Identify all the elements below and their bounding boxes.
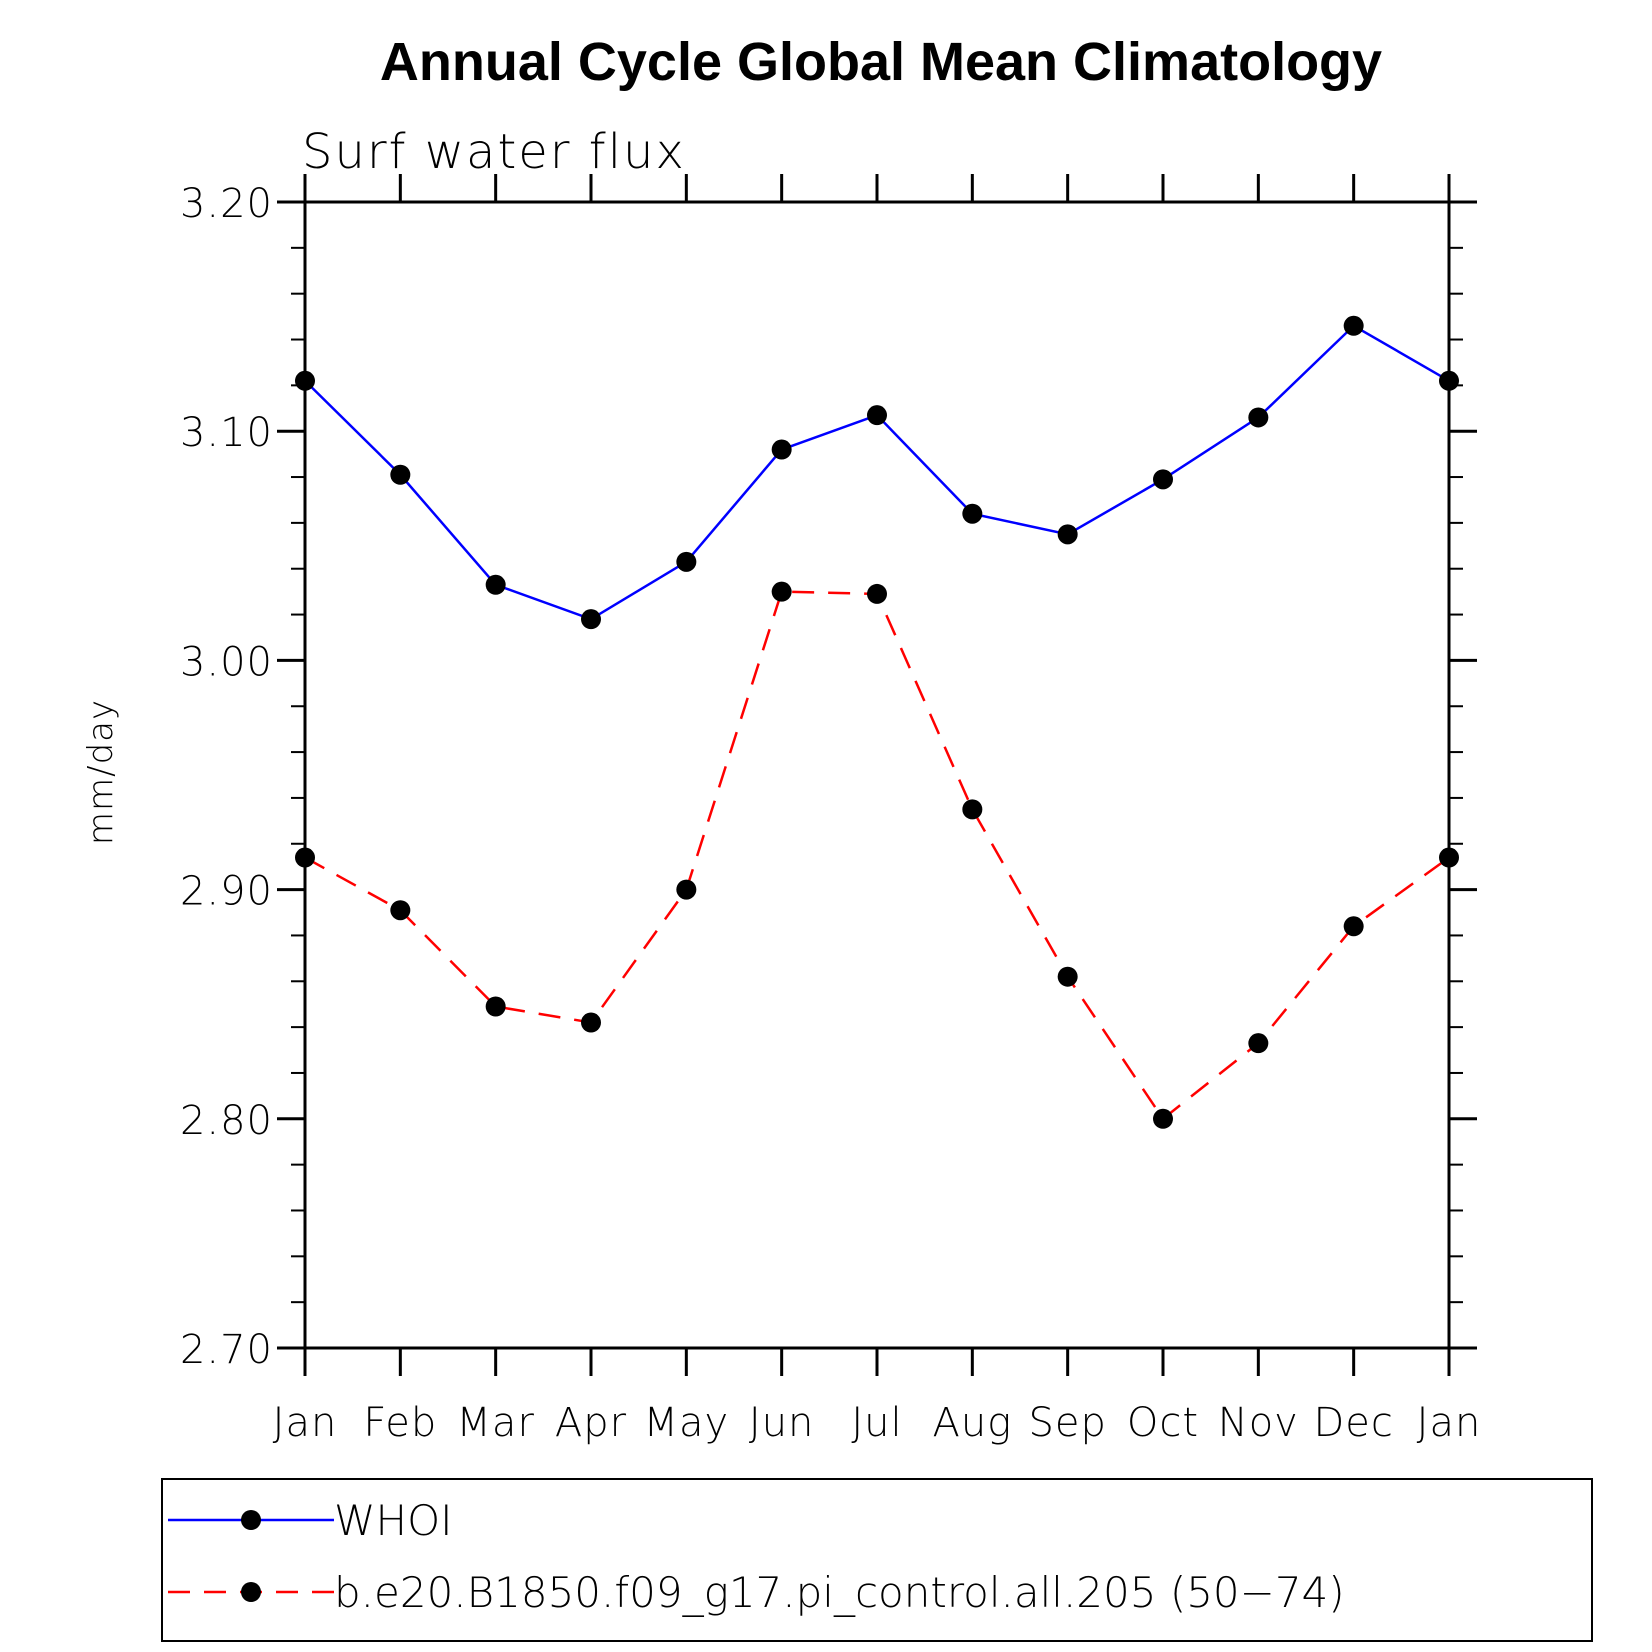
legend-label-1: WHOI: [334, 1496, 453, 1545]
series-line-1: [304, 324, 1450, 621]
data-point-series-2: [1057, 966, 1078, 987]
data-point-series-2: [771, 581, 792, 602]
data-point-series-1: [1153, 469, 1173, 490]
y-tick-label: 2.80: [180, 1098, 273, 1144]
data-point-series-1: [581, 609, 601, 630]
x-tick-label: May: [643, 1400, 729, 1446]
y-tick-label: 2.90: [180, 869, 273, 915]
data-point-series-2: [962, 799, 983, 820]
data-point-series-2: [1153, 1108, 1173, 1129]
data-point-series-2: [485, 996, 506, 1017]
x-tick-label: Mar: [456, 1400, 534, 1446]
data-point-series-1: [962, 503, 983, 524]
legend-label-2: b.e20.B1850.f09_g17.pi_control.all.205 (…: [334, 1568, 1345, 1617]
y-axis-label: mm/day: [81, 699, 121, 845]
data-point-series-1: [1343, 315, 1364, 336]
data-point-series-2: [1248, 1033, 1269, 1054]
data-point-series-1: [390, 464, 411, 485]
data-point-series-2: [1343, 916, 1364, 937]
data-point-series-1: [771, 439, 792, 460]
x-tick-label: Jul: [851, 1400, 902, 1446]
legend-box: [161, 1478, 1593, 1642]
series-line-2: [304, 590, 1450, 1121]
data-point-series-1: [867, 405, 887, 426]
y-tick-label: 3.20: [180, 181, 273, 227]
data-point-series-1: [1248, 407, 1269, 428]
data-point-series-1: [1057, 524, 1078, 545]
data-point-series-1: [676, 551, 697, 572]
x-tick-label: Jan: [1417, 1400, 1482, 1446]
chart-title: Annual Cycle Global Mean Climatology: [380, 32, 1382, 92]
x-tick-label: Sep: [1028, 1400, 1106, 1446]
x-tick-label: Feb: [363, 1400, 437, 1446]
data-point-series-1: [485, 574, 506, 595]
plot-frame: [303, 200, 1451, 1350]
y-tick-label: 3.10: [180, 410, 273, 456]
x-tick-label: Nov: [1218, 1400, 1299, 1446]
data-point-series-2: [581, 1012, 601, 1033]
x-tick-label: Dec: [1313, 1400, 1393, 1446]
data-point-series-2: [390, 900, 411, 921]
chart-subtitle: Surf water flux: [302, 124, 686, 180]
x-tick-label: Jan: [273, 1400, 338, 1446]
legend: WHOI b.e20.B1850.f09_g17.pi_control.all.2…: [161, 1478, 1593, 1642]
plot-area: 2.70 2.80 2.90 3.00 3.10 3.20 Jan Feb Mar Apr May J…: [180, 174, 1482, 1446]
legend-marker-1: [241, 1510, 261, 1530]
y-tick-label: 2.70: [180, 1327, 273, 1373]
x-tick-label: Apr: [555, 1400, 627, 1446]
x-tick-label: Aug: [932, 1400, 1012, 1446]
x-tick-label: Jun: [749, 1400, 815, 1446]
data-point-series-2: [867, 583, 887, 604]
data-point-series-2: [676, 879, 697, 900]
x-tick-label: Oct: [1127, 1400, 1199, 1446]
legend-marker-2: [241, 1582, 261, 1602]
y-tick-label: 3.00: [180, 639, 273, 685]
